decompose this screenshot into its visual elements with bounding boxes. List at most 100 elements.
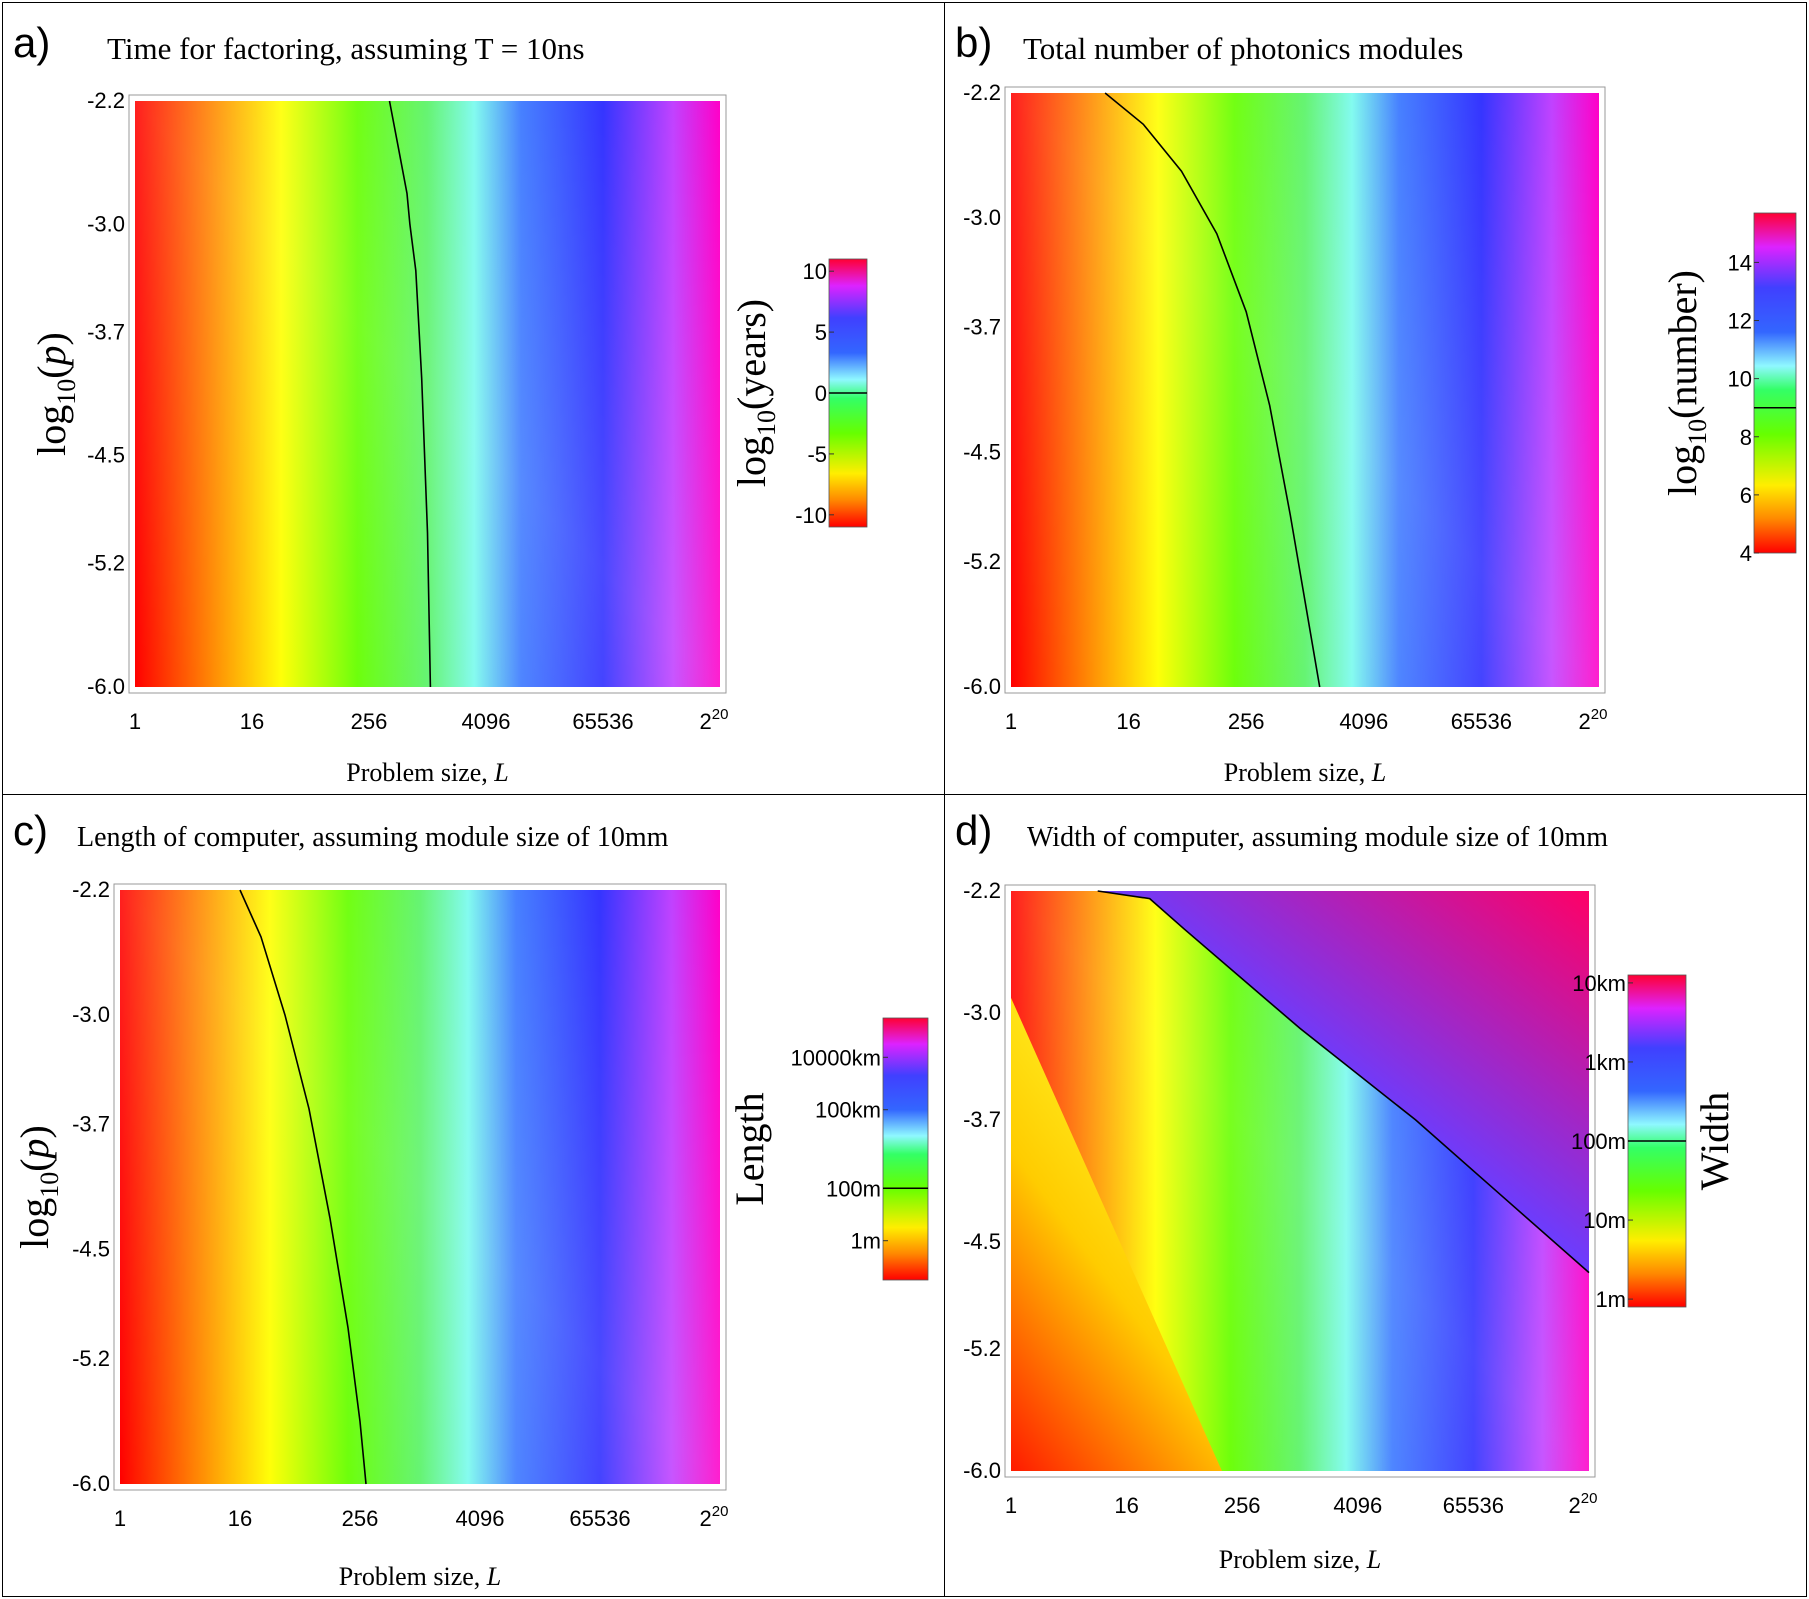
y-tick-label-d: -5.2	[963, 1336, 1001, 1361]
chart-c-svg: c) Length of computer, assuming module si…	[12, 807, 929, 1591]
x-tick-label-c: 16	[228, 1506, 252, 1531]
y-tick-label-b: -6.0	[963, 674, 1001, 699]
colorbar-label-a: log10(years)	[729, 299, 781, 487]
x-tick-label-a: 256	[351, 709, 388, 734]
plot-frame-b	[1004, 86, 1606, 694]
chart-a-svg: a) Time for factoring, assuming T = 10ns -…	[13, 19, 868, 787]
panel-d: d) Width of computer, assuming module siz…	[944, 794, 1807, 1597]
y-tick-label-d: -6.0	[963, 1458, 1001, 1483]
y-axis-label-a: log10(p)	[29, 332, 81, 456]
x-tick-label-a: 1	[129, 709, 141, 734]
colorbar-tick-label-a: -5	[807, 442, 827, 467]
heatmap-shade-c	[120, 890, 720, 1484]
x-tick-label-a: 220	[700, 706, 729, 734]
y-tick-label-b: -3.7	[963, 314, 1001, 339]
colorbar-tick-label-d: 1km	[1584, 1050, 1626, 1075]
y-tick-label-d: -2.2	[963, 878, 1001, 903]
x-tick-label-b: 256	[1228, 709, 1265, 734]
colorbar-c	[882, 1017, 929, 1281]
x-tick-label-a: 65536	[572, 709, 633, 734]
x-tick-label-c: 65536	[569, 1506, 630, 1531]
y-tick-label-b: -5.2	[963, 549, 1001, 574]
colorbar-tick-label-d: 10m	[1583, 1208, 1626, 1233]
x-axis-label-a: Problem size, L	[346, 758, 509, 787]
colorbar-tick-label-a: -10	[795, 503, 827, 528]
heatmap-shade-a	[135, 101, 720, 687]
panel-label-c: c)	[13, 807, 48, 854]
colorbar-tick-label-a: 10	[803, 259, 827, 284]
chart-title-a: Time for factoring, assuming T = 10ns	[107, 31, 585, 66]
colorbar-label-c: Length	[727, 1092, 772, 1205]
plot-frame-d	[1004, 884, 1596, 1478]
x-tick-label-c: 220	[700, 1503, 729, 1531]
x-tick-label-b: 1	[1005, 709, 1017, 734]
colorbar-label-b: log10(number)	[1660, 270, 1712, 496]
x-axis-label-c: Problem size, L	[339, 1562, 502, 1591]
colorbar-tick-label-b: 4	[1740, 541, 1752, 566]
chart-d-svg: d) Width of computer, assuming module siz…	[955, 807, 1737, 1574]
y-axis-label-c: log10(p)	[12, 1125, 64, 1249]
y-tick-label-c: -2.2	[72, 877, 110, 902]
x-axis-label-d: Problem size, L	[1219, 1545, 1382, 1574]
colorbar-tick-label-b: 10	[1728, 367, 1752, 392]
chart-title-c: Length of computer, assuming module size…	[77, 822, 669, 853]
colorbar-tick-label-d: 1m	[1595, 1287, 1626, 1312]
y-tick-label-c: -4.5	[72, 1237, 110, 1262]
plot-frame-a	[128, 94, 727, 694]
y-tick-label-c: -3.7	[72, 1111, 110, 1136]
contour-line-d	[1097, 890, 1590, 1274]
x-tick-label-a: 4096	[462, 709, 511, 734]
wedge-region-d	[1097, 891, 1589, 1273]
y-tick-label-b: -3.0	[963, 205, 1001, 230]
x-tick-label-a: 16	[240, 709, 264, 734]
colorbar-tick-label-b: 14	[1728, 250, 1752, 275]
colorbar-tick-label-d: 100m	[1571, 1129, 1626, 1154]
colorbar-tick-label-b: 6	[1740, 483, 1752, 508]
colorbar-tick-label-c: 1m	[850, 1229, 881, 1254]
y-tick-label-d: -3.0	[963, 1000, 1001, 1025]
panel-label-a: a)	[13, 19, 50, 66]
colorbar-tick-label-c: 10000km	[790, 1045, 881, 1070]
y-tick-label-b: -2.2	[963, 80, 1001, 105]
plot-frame-c	[113, 883, 727, 1491]
y-tick-label-a: -3.0	[87, 211, 125, 236]
x-tick-label-d: 1	[1005, 1493, 1017, 1518]
y-tick-label-a: -2.2	[87, 88, 125, 113]
contour-line-a	[388, 100, 432, 688]
panel-a: a) Time for factoring, assuming T = 10ns -…	[2, 2, 946, 796]
y-tick-label-c: -5.2	[72, 1346, 110, 1371]
colorbar-label-d: Width	[1692, 1092, 1737, 1190]
heatmap-shade-b	[1011, 93, 1599, 687]
colorbar-b	[1753, 212, 1797, 554]
y-tick-label-d: -3.7	[963, 1107, 1001, 1132]
colorbar-tick-label-d: 10km	[1572, 971, 1626, 996]
x-tick-label-c: 256	[342, 1506, 379, 1531]
y-tick-label-b: -4.5	[963, 440, 1001, 465]
chart-title-b: Total number of photonics modules	[1023, 31, 1463, 66]
colorbar-tick-label-a: 5	[815, 320, 827, 345]
x-tick-label-d: 256	[1224, 1493, 1261, 1518]
colorbar-tick-label-b: 8	[1740, 425, 1752, 450]
colorbar-tick-label-b: 12	[1728, 309, 1752, 334]
y-tick-label-c: -3.0	[72, 1002, 110, 1027]
colorbar-tick-label-c: 100m	[826, 1176, 881, 1201]
y-tick-label-c: -6.0	[72, 1471, 110, 1496]
panel-label-b: b)	[955, 19, 992, 66]
y-tick-label-a: -6.0	[87, 674, 125, 699]
contour-line-b	[1104, 92, 1321, 688]
colorbar-tick-label-a: 0	[815, 381, 827, 406]
y-tick-label-d: -4.5	[963, 1229, 1001, 1254]
chart-b-svg: b) Total number of photonics modules -2.2 -…	[955, 19, 1797, 787]
x-tick-label-b: 220	[1579, 706, 1608, 734]
x-tick-label-d: 220	[1569, 1490, 1598, 1518]
panel-label-d: d)	[955, 807, 992, 854]
x-tick-label-d: 16	[1114, 1493, 1138, 1518]
x-tick-label-b: 65536	[1451, 709, 1512, 734]
x-tick-label-c: 4096	[456, 1506, 505, 1531]
x-tick-label-d: 65536	[1443, 1493, 1504, 1518]
y-tick-label-a: -4.5	[87, 443, 125, 468]
y-tick-label-a: -3.7	[87, 319, 125, 344]
colorbar-tick-label-c: 100km	[815, 1098, 881, 1123]
chart-title-d: Width of computer, assuming module size …	[1027, 822, 1608, 853]
x-tick-label-c: 1	[114, 1506, 126, 1531]
